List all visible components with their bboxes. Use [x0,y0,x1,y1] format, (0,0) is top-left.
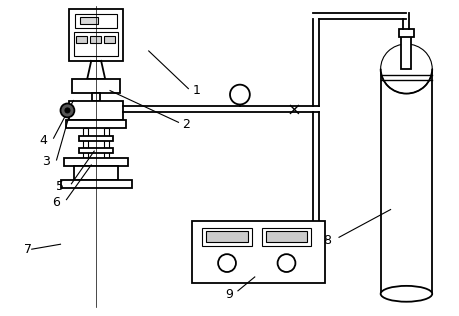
Ellipse shape [380,44,431,94]
Bar [75,14,117,28]
Circle shape [230,85,249,105]
Bar [92,93,100,100]
Bar [61,180,132,188]
Text: 5: 5 [56,180,64,193]
Bar [90,36,101,43]
Circle shape [277,254,295,272]
Bar [104,128,109,158]
Bar [74,166,118,180]
Bar [83,128,88,158]
Text: 7: 7 [24,243,32,256]
Bar [69,9,123,61]
Bar [104,36,115,43]
Text: 6: 6 [51,196,59,209]
Bar [74,32,118,56]
Text: 1: 1 [192,84,200,97]
Bar [397,29,414,37]
Bar [64,158,128,166]
Bar [69,100,123,120]
Circle shape [65,108,70,113]
Bar [76,36,87,43]
Bar [80,17,98,24]
Bar [72,79,120,93]
Circle shape [218,254,235,272]
Bar [380,69,431,294]
Circle shape [61,103,74,117]
Text: 8: 8 [322,234,330,247]
Ellipse shape [380,286,431,302]
Text: 3: 3 [42,155,50,168]
Bar [401,34,410,69]
Text: 2: 2 [182,118,190,131]
Bar [79,136,113,141]
Bar [79,148,113,153]
Text: 4: 4 [39,134,48,147]
Text: 9: 9 [224,288,232,301]
Bar [192,222,325,283]
Bar [206,231,247,242]
Bar [202,228,251,246]
Bar [265,231,307,242]
Bar [261,228,311,246]
Bar [66,120,126,128]
